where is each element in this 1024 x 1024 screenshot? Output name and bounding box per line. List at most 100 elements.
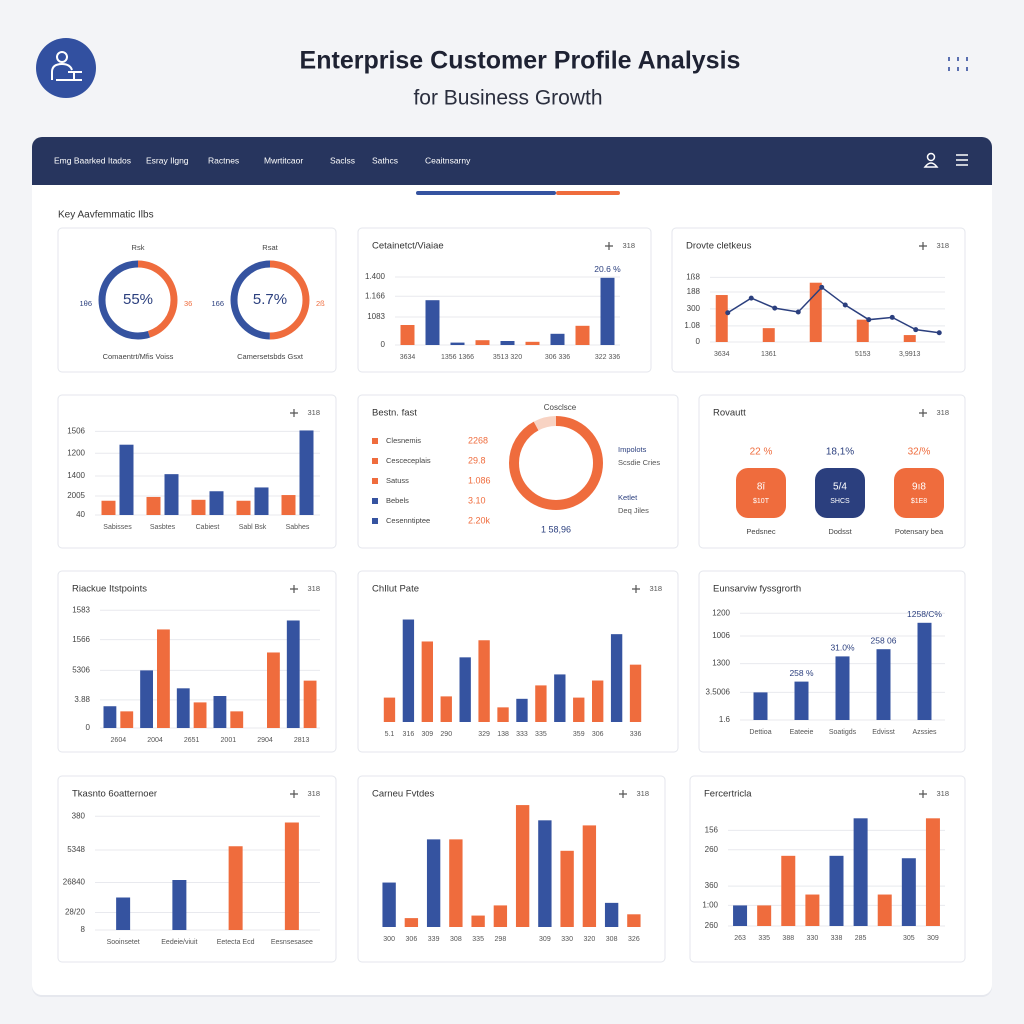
bar-annotation: 20.6 % xyxy=(594,264,621,274)
badge-icon[interactable] xyxy=(919,409,927,417)
donut-left: 166 xyxy=(211,299,224,308)
card-badge[interactable]: 318 xyxy=(936,408,949,417)
y-tick-label: 3.5006 xyxy=(706,688,731,697)
x-tick-label: 306 xyxy=(592,731,604,738)
nav-item[interactable]: Ractnes xyxy=(208,155,239,165)
line-point xyxy=(913,327,919,333)
card-badge[interactable]: 318 xyxy=(622,241,635,250)
bar xyxy=(554,674,566,722)
bar xyxy=(426,839,441,927)
card-title: Fercertricla xyxy=(704,789,752,800)
x-tick-label: Eedeie/viuit xyxy=(161,939,197,946)
x-tick-label: 309 xyxy=(421,731,433,738)
y-tick-label: 1200 xyxy=(67,448,85,457)
card-badge[interactable]: 318 xyxy=(636,789,649,798)
card-title: Cetainetct/Viaiae xyxy=(372,241,444,252)
nav-item[interactable]: Mwrtitcaor xyxy=(264,155,303,165)
line-point xyxy=(866,317,872,323)
logo-body xyxy=(51,62,82,81)
donut-bottom: 1 58,96 xyxy=(541,524,571,534)
kpi-icon-text: 8ī xyxy=(757,482,766,493)
badge-icon[interactable] xyxy=(290,409,298,417)
y-tick-label: 8 xyxy=(81,925,86,934)
bar xyxy=(493,905,508,927)
bar xyxy=(425,300,440,345)
x-tick-label: 138 xyxy=(497,731,509,738)
bar xyxy=(516,698,528,722)
y-tick-label: 5348 xyxy=(67,845,85,854)
line-point xyxy=(819,284,825,290)
nav-item[interactable]: Saclss xyxy=(330,155,355,165)
bar xyxy=(440,696,452,722)
bar xyxy=(120,711,134,728)
kpi-tile xyxy=(815,468,865,518)
x-tick-label: 2651 xyxy=(184,737,200,744)
kpi-label: 18,1% xyxy=(826,447,854,458)
bar xyxy=(629,664,642,722)
nav-item[interactable]: Sathcs xyxy=(372,155,398,165)
badge-icon[interactable] xyxy=(290,790,298,798)
logo[interactable] xyxy=(36,38,96,98)
bar xyxy=(627,914,641,927)
bar xyxy=(116,897,131,930)
bar xyxy=(172,880,187,930)
kpi-tile xyxy=(736,468,786,518)
x-tick-label: 326 xyxy=(628,936,640,943)
y-tick-label: 1.6 xyxy=(719,715,731,724)
x-tick-label: 322 336 xyxy=(595,354,620,361)
badge-icon[interactable] xyxy=(290,585,298,593)
card-badge[interactable]: 318 xyxy=(307,584,320,593)
bar xyxy=(762,328,775,342)
y-tick-label: 5306 xyxy=(72,666,90,675)
badge-icon[interactable] xyxy=(632,585,640,593)
bar xyxy=(382,882,396,927)
bar xyxy=(538,820,552,927)
badge-icon[interactable] xyxy=(919,242,927,250)
x-tick-label: 1361 xyxy=(761,351,777,358)
bar xyxy=(876,649,891,720)
bar xyxy=(535,685,547,722)
x-tick-label: 333 xyxy=(516,731,528,738)
card-badge[interactable]: 318 xyxy=(307,789,320,798)
badge-icon[interactable] xyxy=(619,790,627,798)
line-point xyxy=(842,302,848,308)
card-title: Bestn. fast xyxy=(372,408,417,419)
bar xyxy=(157,629,170,728)
bar xyxy=(146,496,161,515)
bar xyxy=(254,487,269,515)
hamburger-icon[interactable] xyxy=(956,154,968,166)
x-tick-label: 339 xyxy=(428,936,440,943)
bar xyxy=(193,702,207,728)
x-tick-label: 2001 xyxy=(221,737,237,744)
nav-item[interactable]: Emg Baarked Itados xyxy=(54,155,131,165)
x-tick-label: 335 xyxy=(758,935,770,942)
badge-icon[interactable] xyxy=(919,790,927,798)
progress-blue xyxy=(416,191,556,195)
bar xyxy=(901,858,916,926)
nav-bar xyxy=(32,137,992,185)
y-tick-label: 1ß8 xyxy=(686,272,700,281)
line-point xyxy=(748,295,754,301)
nav-item[interactable]: Esray Ilgng xyxy=(146,155,189,165)
bar xyxy=(286,620,300,728)
user-icon[interactable] xyxy=(923,152,939,168)
page-subtitle: for Business Growth xyxy=(413,87,602,110)
card-badge[interactable]: 318 xyxy=(307,408,320,417)
x-tick-label: 305 xyxy=(903,935,915,942)
kpi-label: 32/% xyxy=(908,447,931,458)
badge-icon[interactable] xyxy=(605,242,613,250)
nav-item[interactable]: Ceaitnsarny xyxy=(425,155,471,165)
donut-title: Rsat xyxy=(262,243,278,252)
card-badge[interactable]: 318 xyxy=(649,584,662,593)
card-badge[interactable]: 318 xyxy=(936,789,949,798)
x-tick-label: 3634 xyxy=(400,354,416,361)
x-tick-label: Edvisst xyxy=(872,729,895,736)
donut-center: 55% xyxy=(123,291,153,308)
more-menu[interactable] xyxy=(948,57,968,71)
x-tick-label: 2004 xyxy=(147,737,163,744)
x-tick-label: 263 xyxy=(734,935,746,942)
card-badge[interactable]: 318 xyxy=(936,241,949,250)
bar xyxy=(478,640,490,722)
